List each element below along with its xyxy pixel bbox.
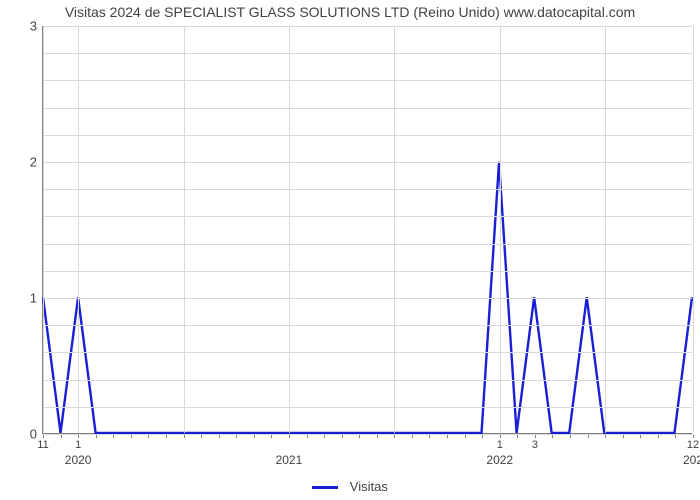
x-tick bbox=[588, 435, 589, 438]
x-month-label: 1 bbox=[497, 439, 503, 451]
chart-title: Visitas 2024 de SPECIALIST GLASS SOLUTIO… bbox=[0, 4, 700, 20]
gridline-h-minor bbox=[43, 325, 692, 326]
gridline-h bbox=[43, 162, 692, 163]
gridline-v bbox=[394, 26, 395, 433]
legend-label: Visitas bbox=[350, 479, 388, 494]
gridline-h-minor bbox=[43, 135, 692, 136]
gridline-h-minor bbox=[43, 352, 692, 353]
gridline-v bbox=[78, 26, 79, 433]
y-tick-label: 2 bbox=[19, 155, 37, 170]
x-tick bbox=[412, 435, 413, 438]
x-tick bbox=[307, 435, 308, 438]
gridline-v bbox=[500, 26, 501, 433]
x-tick bbox=[254, 435, 255, 438]
gridline-h-minor bbox=[43, 189, 692, 190]
gridline-h bbox=[43, 298, 692, 299]
x-tick bbox=[693, 435, 694, 438]
gridline-v bbox=[289, 26, 290, 433]
gridline-h-minor bbox=[43, 244, 692, 245]
x-tick bbox=[166, 435, 167, 438]
gridline-v bbox=[605, 26, 606, 433]
x-tick bbox=[96, 435, 97, 438]
x-tick bbox=[236, 435, 237, 438]
x-tick bbox=[131, 435, 132, 438]
y-tick-label: 3 bbox=[19, 19, 37, 34]
x-tick bbox=[148, 435, 149, 438]
gridline-h bbox=[43, 26, 692, 27]
x-year-label: 2020 bbox=[65, 453, 92, 467]
gridline-h-minor bbox=[43, 380, 692, 381]
x-tick bbox=[675, 435, 676, 438]
x-tick bbox=[61, 435, 62, 438]
gridline-h-minor bbox=[43, 53, 692, 54]
gridline-h bbox=[43, 434, 692, 435]
gridline-v bbox=[184, 26, 185, 433]
x-tick bbox=[342, 435, 343, 438]
x-tick bbox=[500, 435, 501, 438]
x-year-label: 202 bbox=[683, 453, 700, 467]
x-tick bbox=[289, 435, 290, 438]
x-tick bbox=[465, 435, 466, 438]
legend: Visitas bbox=[0, 479, 700, 494]
plot-area: 01231111312202020212022202 bbox=[42, 26, 692, 434]
x-tick bbox=[359, 435, 360, 438]
x-tick bbox=[429, 435, 430, 438]
gridline-h-minor bbox=[43, 271, 692, 272]
x-year-label: 2022 bbox=[486, 453, 513, 467]
x-month-label: 3 bbox=[532, 439, 538, 451]
x-tick bbox=[517, 435, 518, 438]
gridline-h-minor bbox=[43, 216, 692, 217]
x-tick bbox=[324, 435, 325, 438]
gridline-v bbox=[693, 26, 694, 433]
x-tick bbox=[605, 435, 606, 438]
x-tick bbox=[535, 435, 536, 438]
gridline-h-minor bbox=[43, 407, 692, 408]
x-tick bbox=[184, 435, 185, 438]
visits-line bbox=[43, 26, 692, 433]
gridline-v bbox=[43, 26, 44, 433]
x-tick bbox=[271, 435, 272, 438]
x-tick bbox=[113, 435, 114, 438]
x-tick bbox=[394, 435, 395, 438]
gridline-h-minor bbox=[43, 108, 692, 109]
x-tick bbox=[658, 435, 659, 438]
y-tick-label: 1 bbox=[19, 291, 37, 306]
x-tick bbox=[219, 435, 220, 438]
x-tick bbox=[447, 435, 448, 438]
gridline-h-minor bbox=[43, 80, 692, 81]
x-month-label: 11 bbox=[37, 439, 48, 451]
x-tick bbox=[482, 435, 483, 438]
x-month-label: 12 bbox=[687, 439, 699, 451]
x-tick bbox=[78, 435, 79, 438]
x-tick bbox=[570, 435, 571, 438]
x-tick bbox=[201, 435, 202, 438]
x-year-label: 2021 bbox=[276, 453, 303, 467]
x-tick bbox=[552, 435, 553, 438]
y-tick-label: 0 bbox=[19, 427, 37, 442]
x-tick bbox=[43, 435, 44, 438]
x-tick bbox=[377, 435, 378, 438]
x-tick bbox=[623, 435, 624, 438]
x-tick bbox=[640, 435, 641, 438]
x-month-label: 1 bbox=[75, 439, 81, 451]
legend-swatch bbox=[312, 486, 338, 489]
